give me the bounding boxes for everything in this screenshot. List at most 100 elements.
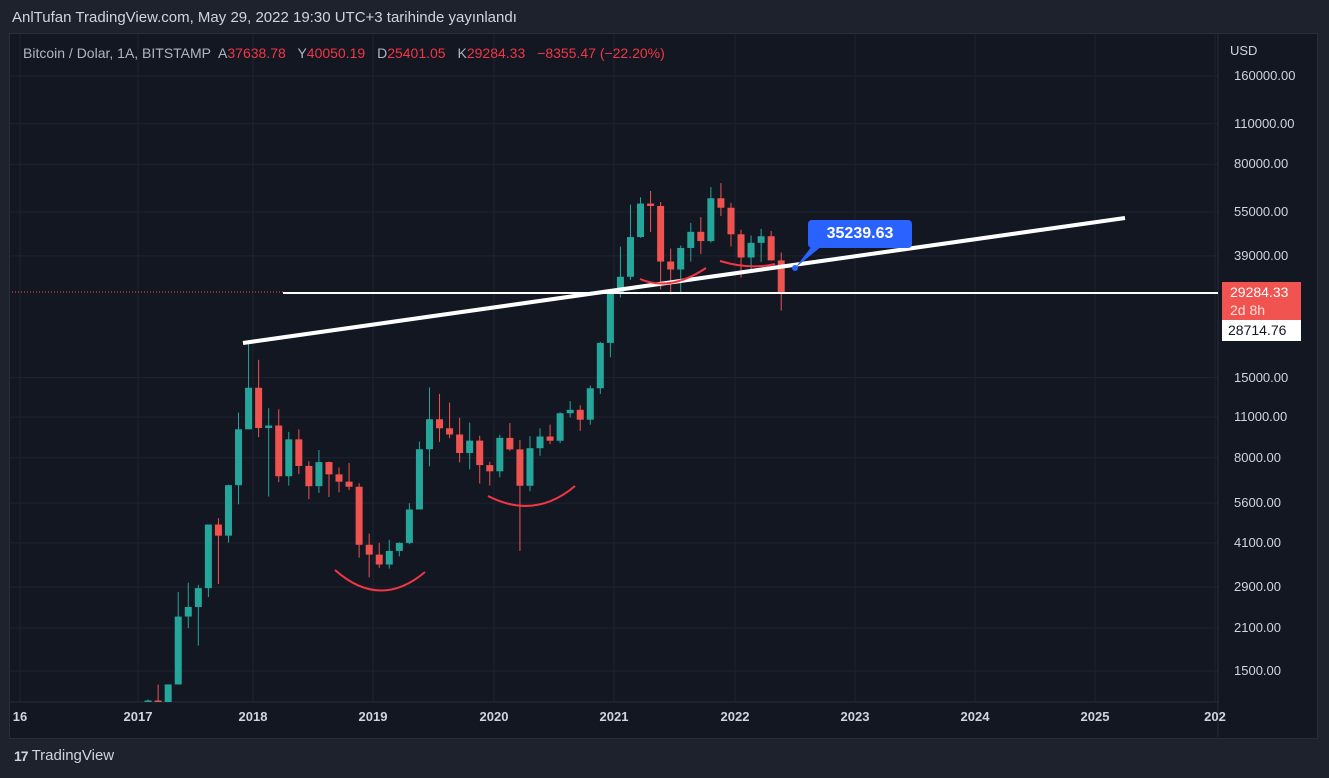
candle — [626, 204, 634, 280]
candle-body — [305, 465, 313, 487]
candle — [325, 461, 333, 497]
price-label: 15000.00 — [1234, 369, 1289, 385]
candle-body — [415, 449, 423, 510]
price-label: 4100.00 — [1234, 534, 1281, 550]
candle — [476, 435, 484, 484]
chart-pane[interactable] — [9, 33, 1318, 739]
candle-body — [576, 409, 584, 420]
annotation-pointer — [795, 246, 822, 268]
candle-body — [385, 550, 393, 565]
candle — [466, 422, 474, 470]
candle-body — [626, 237, 634, 277]
candle-body — [214, 524, 222, 536]
candle-body — [667, 261, 675, 270]
time-label: 2024 — [960, 709, 990, 724]
price-label: 39000.00 — [1234, 247, 1289, 263]
candle — [415, 441, 423, 510]
candle-body — [174, 616, 182, 685]
price-label: 8000.00 — [1234, 449, 1281, 465]
candle — [345, 462, 353, 491]
candle-body — [395, 542, 403, 551]
candle-body — [757, 236, 765, 243]
time-label: 2019 — [358, 709, 388, 724]
tradingview-logo[interactable]: 17 TradingView — [14, 747, 114, 764]
candle — [486, 461, 494, 486]
bottom-arc-2021[interactable] — [639, 267, 707, 285]
trend-line[interactable] — [242, 216, 1126, 345]
candle-body — [516, 449, 524, 486]
bottom-arc-2018[interactable] — [334, 569, 426, 592]
candle — [214, 518, 222, 584]
candle — [566, 401, 574, 418]
candle-body — [154, 700, 162, 702]
time-label: 2017 — [123, 709, 153, 724]
candle — [677, 245, 685, 293]
candle — [174, 591, 182, 685]
candle-body — [425, 419, 433, 450]
candle — [657, 202, 665, 290]
candle-body — [325, 462, 333, 475]
candle-body — [556, 413, 564, 441]
candle — [194, 584, 202, 646]
candle-body — [606, 293, 614, 343]
candle-body — [476, 440, 484, 466]
price-label: 55000.00 — [1234, 204, 1289, 220]
candle-body — [616, 276, 624, 294]
candle — [717, 183, 725, 217]
time-label: 2018 — [238, 709, 268, 724]
candle — [235, 412, 243, 505]
candle — [154, 684, 162, 702]
candle — [295, 429, 303, 475]
price-label: 5600.00 — [1234, 495, 1281, 511]
candle-body — [546, 436, 554, 441]
candle-body — [194, 588, 202, 607]
bottom-arc-2022[interactable] — [719, 260, 776, 268]
candle-body — [486, 465, 494, 472]
candle — [576, 405, 584, 431]
candle-body — [285, 439, 293, 477]
candle — [385, 539, 393, 569]
candle — [405, 503, 413, 545]
candle-body — [506, 437, 514, 450]
price-annotation-label[interactable]: 35239.63 — [808, 220, 912, 248]
high-label: Y — [297, 45, 307, 61]
candle — [667, 248, 675, 295]
annotation-anchor[interactable] — [792, 265, 798, 271]
candle-body — [747, 242, 755, 258]
candle — [255, 359, 263, 438]
candle — [757, 228, 765, 262]
candle — [275, 409, 283, 483]
price-label: 1500.00 — [1234, 663, 1281, 679]
candle — [446, 402, 454, 439]
candle — [245, 343, 253, 430]
candle-body — [526, 448, 534, 486]
candle-body — [245, 387, 253, 430]
currency-label[interactable]: USD — [1230, 43, 1258, 58]
candle — [456, 417, 464, 463]
candle — [697, 217, 705, 254]
current-price-tag: 29284.33 2d 8h — [1222, 282, 1301, 320]
time-label: 2025 — [1080, 709, 1110, 724]
candle — [335, 467, 343, 493]
candle-body — [456, 434, 464, 454]
candle — [586, 385, 594, 425]
candle-body — [536, 436, 544, 449]
candle — [506, 423, 514, 451]
candle-body — [275, 425, 283, 477]
price-label: 80000.00 — [1234, 156, 1289, 172]
candle — [144, 699, 152, 702]
candle — [727, 202, 735, 247]
candle-body — [446, 428, 454, 435]
candle-body — [596, 342, 604, 389]
candle — [496, 434, 504, 478]
time-label: 2023 — [840, 709, 870, 724]
candle-body — [204, 524, 212, 589]
time-label: 2022 — [720, 709, 750, 724]
candle — [737, 229, 745, 278]
bottom-arc-2020[interactable] — [487, 485, 576, 507]
candle-body — [335, 474, 343, 482]
candle-body — [777, 260, 785, 293]
symbol-name[interactable]: Bitcoin / Dolar, 1A, BITSTAMP — [23, 45, 212, 61]
candle-body — [496, 437, 504, 472]
